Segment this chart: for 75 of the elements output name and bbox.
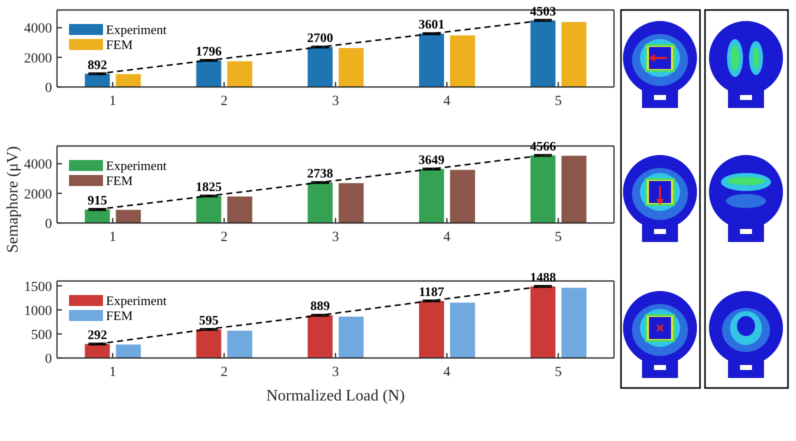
x-tick-label: 3 [332,94,339,109]
y-tick-label: 0 [45,352,52,367]
legend-label: FEM [106,172,133,188]
bar [308,182,333,222]
bar [116,344,141,358]
y-tick-label: 500 [31,328,52,343]
x-tick-label: 4 [443,229,450,244]
legend-label: FEM [106,308,133,323]
bar [116,74,141,87]
x-tick-label: 2 [220,364,228,380]
bar [530,20,556,87]
y-axis-title: Semaphore (μV) [4,146,22,252]
bar [338,182,364,222]
x-tick-label: 1 [109,94,116,109]
bar [227,330,252,358]
legend-label: Experiment [106,293,167,308]
bar [419,300,444,358]
x-tick-label: 5 [554,364,562,380]
x-tick-label: 4 [443,94,450,109]
bar [84,74,110,87]
x-tick-label: 3 [332,229,339,244]
bar [116,209,141,222]
y-tick-label: 4000 [24,22,52,37]
x-tick-label: 5 [554,94,562,109]
x-tick-label: 2 [220,94,228,109]
data-label: 595 [199,312,219,328]
bar [561,22,586,87]
bar [227,196,252,222]
y-tick-label: 4000 [24,157,52,172]
bar [338,316,364,358]
x-tick-label: 2 [220,229,228,244]
bar [227,61,252,87]
x-tick-label: 1 [109,364,116,380]
data-label: 292 [88,326,108,342]
bar [530,154,556,222]
bar [450,35,476,87]
bar [308,47,333,87]
x-tick-label: 4 [443,364,450,380]
data-label: 3649 [418,151,446,166]
data-label: 2700 [307,30,334,46]
x-tick-label: 1 [109,229,116,244]
bar [196,60,222,87]
legend-label: Experiment [106,158,167,172]
bar [196,195,222,222]
legend-label: Experiment [106,22,167,37]
bar [308,315,333,358]
data-label: 892 [88,56,108,72]
x-axis-title: Normalized Load (N) [266,388,405,404]
data-label: 1187 [418,284,445,299]
bar [450,169,476,222]
y-tick-label: 1000 [24,304,52,319]
data-label: 889 [310,298,330,314]
y-tick-label: 2000 [24,186,52,202]
data-label: 1796 [196,43,222,58]
data-label: 1488 [530,269,556,284]
y-tick-label: 0 [45,216,52,232]
bar [530,286,556,358]
data-label: 3601 [418,16,445,32]
bar [196,329,222,358]
bar [419,168,444,222]
legend-label: FEM [106,37,133,52]
bar [450,302,476,358]
y-tick-label: 0 [45,80,52,96]
bar [338,48,364,87]
data-label: 2738 [307,164,334,180]
bar [84,344,110,358]
x-tick-label: 3 [332,364,339,380]
data-label: 1825 [196,178,222,194]
bar [561,155,586,222]
data-label: 915 [88,192,108,207]
y-tick-label: 2000 [24,51,52,66]
x-tick-label: 5 [554,229,562,244]
bar [419,34,444,87]
y-tick-label: 1500 [24,280,52,295]
bar [561,288,586,358]
